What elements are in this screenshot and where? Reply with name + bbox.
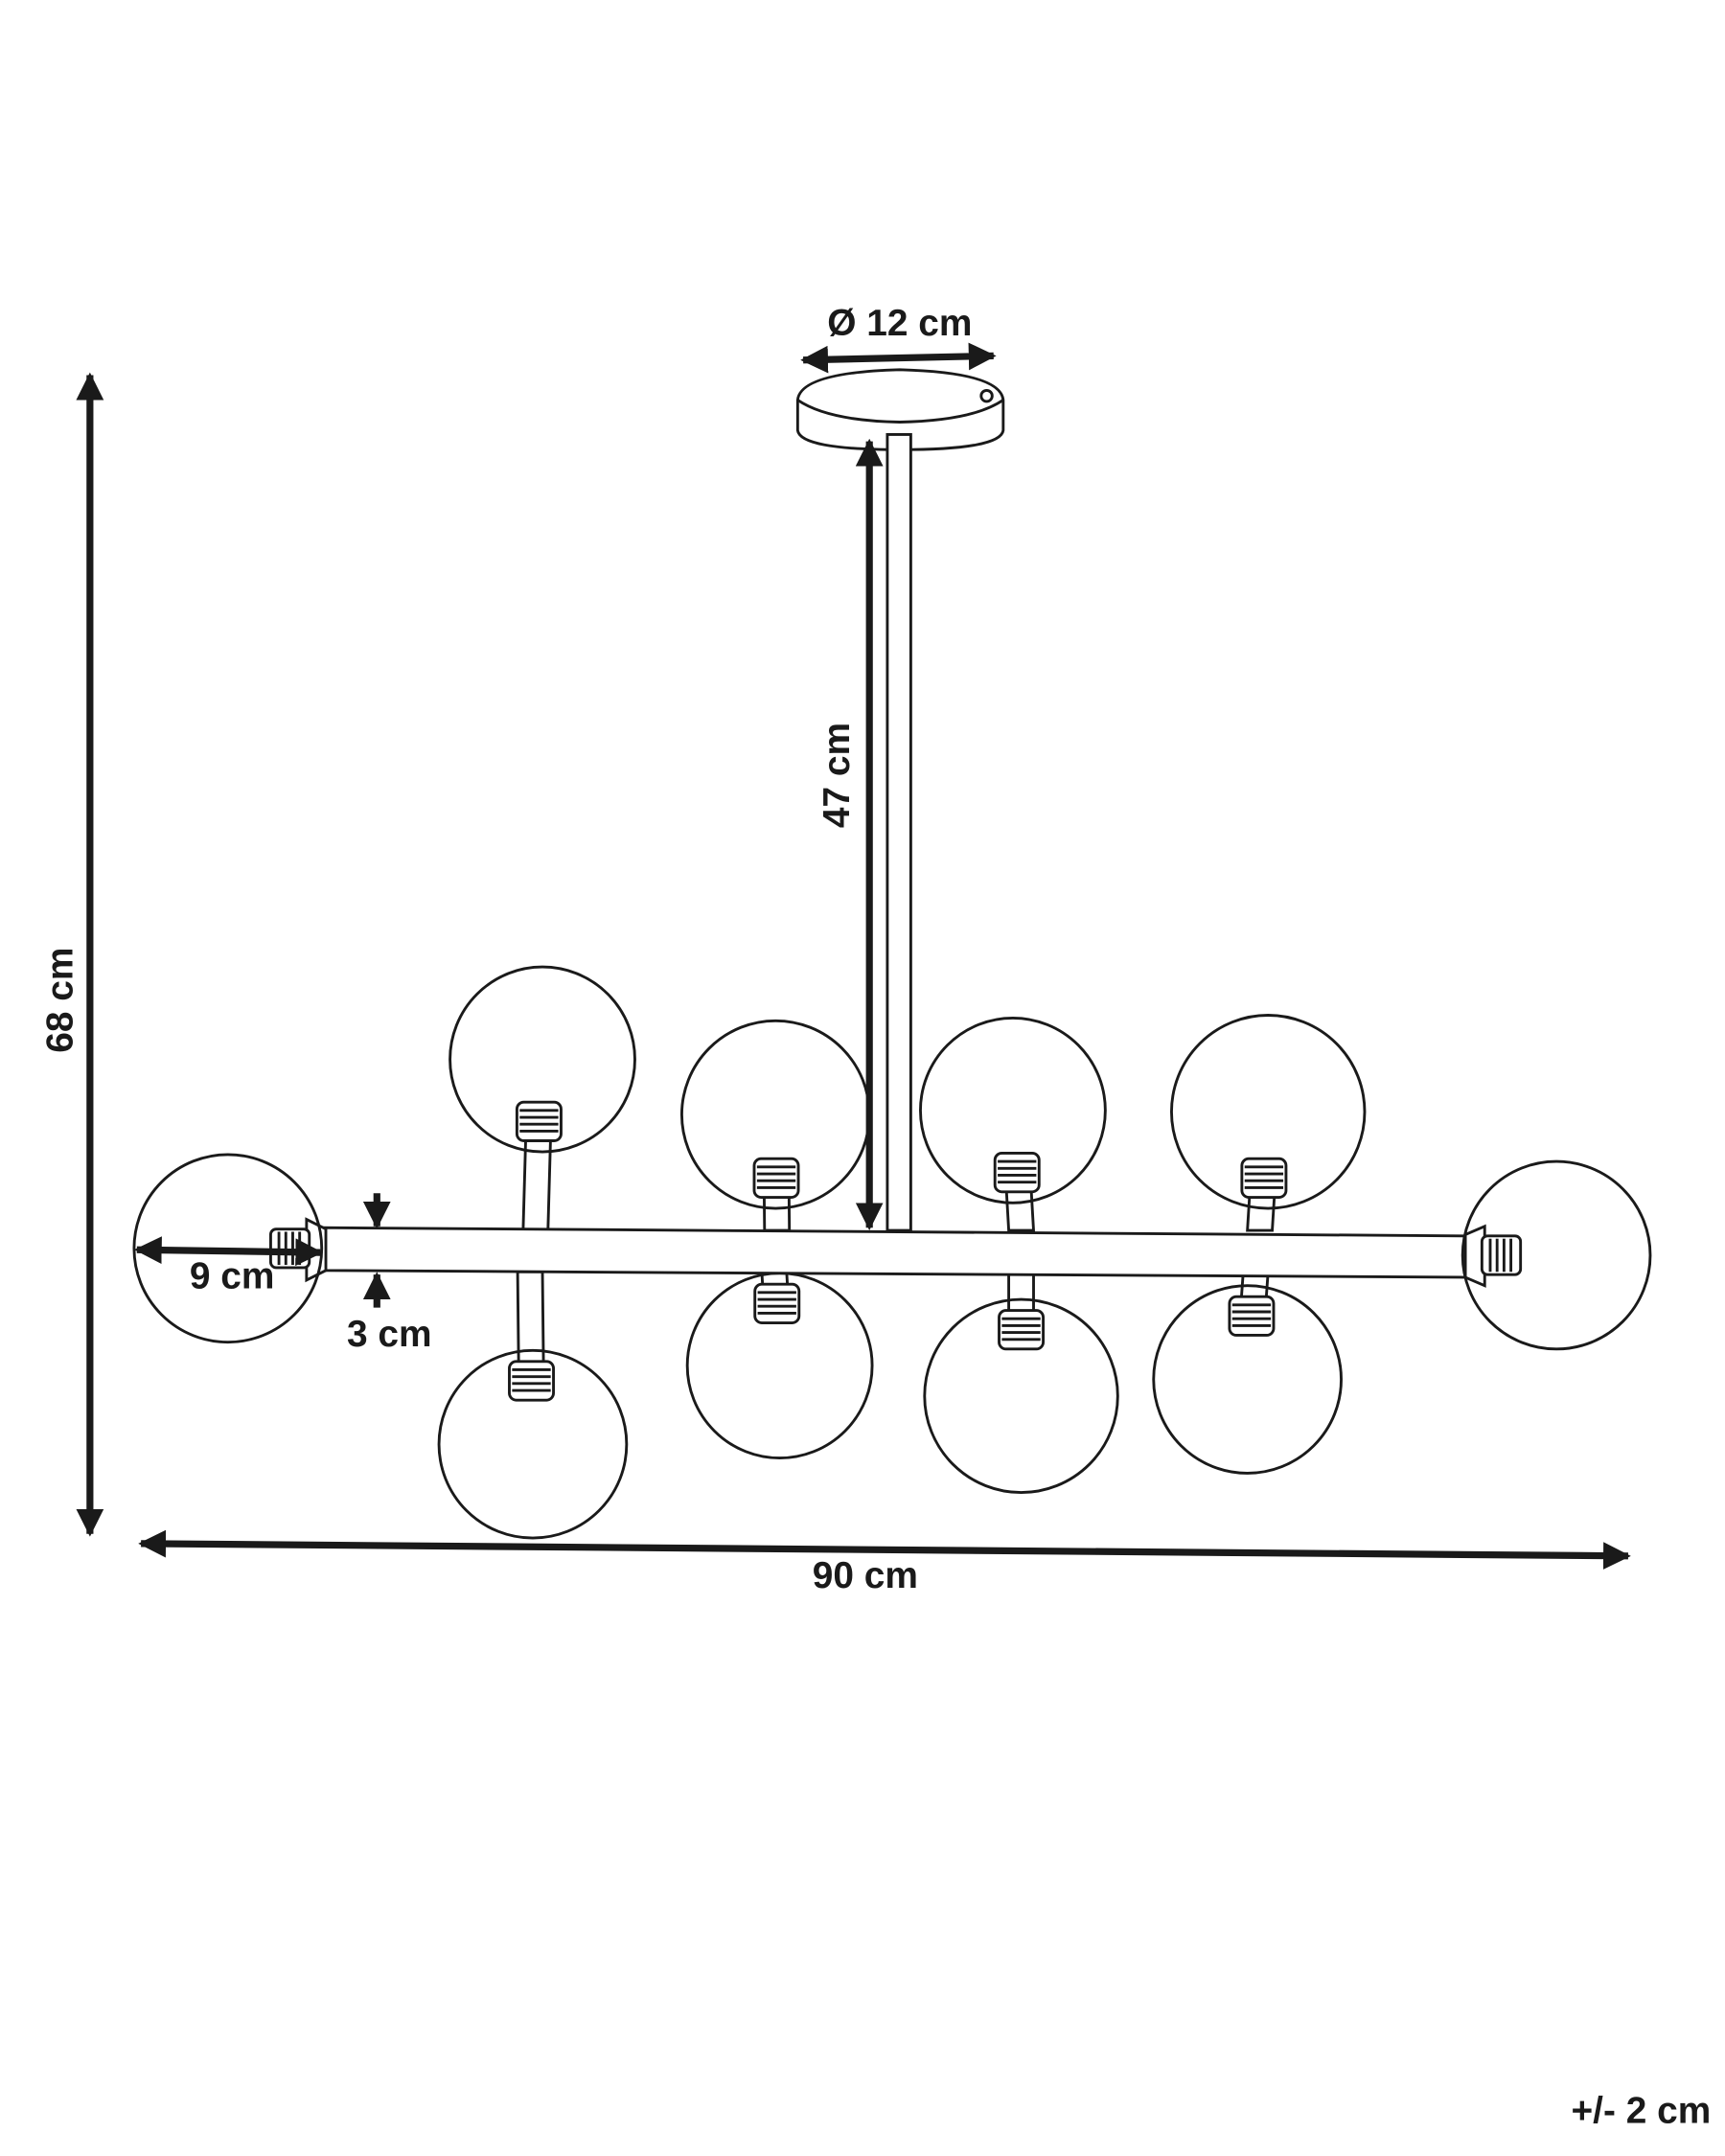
bar-thickness-label: 3 cm [347, 1314, 432, 1355]
socket [268, 1227, 311, 1270]
bar-end-right [1463, 1224, 1486, 1288]
width-arrow [138, 1529, 1631, 1570]
socket [752, 1157, 800, 1199]
canopy-diameter-label: Ø 12 cm [827, 303, 972, 344]
socket [993, 1152, 1041, 1194]
lamp [132, 368, 1652, 1540]
socket [753, 1282, 801, 1324]
canopy-arrow [800, 342, 997, 374]
globe-arrow [133, 1236, 324, 1267]
globe [1152, 1284, 1343, 1475]
globe [919, 1016, 1107, 1204]
canopy-screw [979, 388, 994, 403]
total-width-label: 90 cm [813, 1555, 918, 1596]
socket [515, 1100, 563, 1142]
socket [508, 1360, 555, 1402]
socket [1228, 1295, 1276, 1337]
bar [318, 1226, 1467, 1279]
total-height-label: 68 cm [39, 948, 80, 1053]
globe-diameter-label: 9 cm [190, 1256, 275, 1297]
globe [1170, 1014, 1367, 1210]
canopy-edge [796, 399, 1004, 424]
tolerance-label: +/- 2 cm [1572, 2091, 1712, 2132]
socket [1240, 1157, 1288, 1199]
globe [448, 965, 636, 1154]
globe [923, 1297, 1119, 1495]
rod-length-label: 47 cm [816, 722, 858, 828]
rod [886, 433, 912, 1232]
socket [1480, 1234, 1523, 1276]
socket [998, 1309, 1046, 1351]
globe [1460, 1159, 1652, 1351]
